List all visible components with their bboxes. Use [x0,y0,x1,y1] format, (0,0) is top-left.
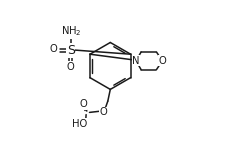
Text: O: O [79,99,87,110]
Text: O: O [158,56,166,66]
Text: N: N [132,56,140,66]
Text: S: S [67,44,75,57]
Text: O: O [67,62,75,72]
Text: O: O [99,107,107,117]
Text: HO: HO [72,119,88,129]
Text: NH$_2$: NH$_2$ [61,24,81,38]
Text: O: O [50,44,57,54]
